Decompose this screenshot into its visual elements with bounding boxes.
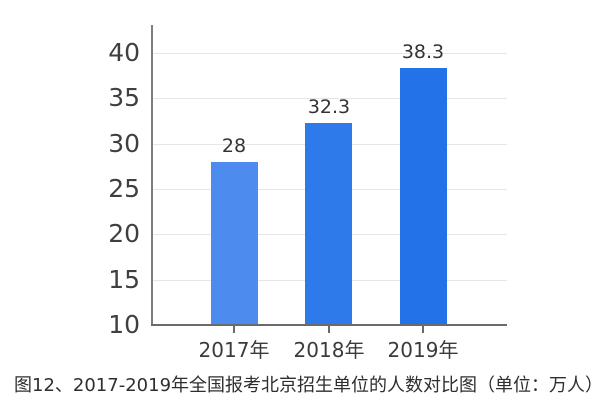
chart-caption: 图12、2017-2019年全国报考北京招生单位的人数对比图（单位：万人） (14, 375, 600, 396)
x-axis-line (151, 324, 507, 326)
y-tick-label: 40 (108, 38, 140, 67)
bar-value-label: 28 (221, 135, 247, 157)
x-tick-mark (422, 326, 424, 333)
x-tick-mark (233, 326, 235, 333)
bar-2019年 (400, 68, 447, 324)
x-tick-label: 2019年 (387, 338, 459, 362)
y-tick-label: 10 (108, 310, 140, 339)
y-axis-line (151, 25, 153, 326)
y-tick-label: 25 (108, 174, 140, 203)
x-tick-label: 2018年 (293, 338, 365, 362)
x-tick-mark (328, 326, 330, 333)
bar-value-label: 32.3 (307, 96, 351, 118)
y-tick-label: 15 (108, 265, 140, 294)
y-tick-label: 20 (108, 219, 140, 248)
y-tick-label: 30 (108, 129, 140, 158)
plot-area: 10 15 20 25 30 35 40 28 32.3 38.3 2017年 2018年 2019… (108, 25, 507, 362)
bar-2018年 (305, 123, 352, 324)
y-tick-label: 35 (108, 83, 140, 112)
grid-line (151, 53, 507, 54)
x-tick-label: 2017年 (198, 338, 270, 362)
grid-line (151, 98, 507, 99)
bar-value-label: 38.3 (401, 41, 445, 63)
bar-2017年 (211, 162, 258, 324)
